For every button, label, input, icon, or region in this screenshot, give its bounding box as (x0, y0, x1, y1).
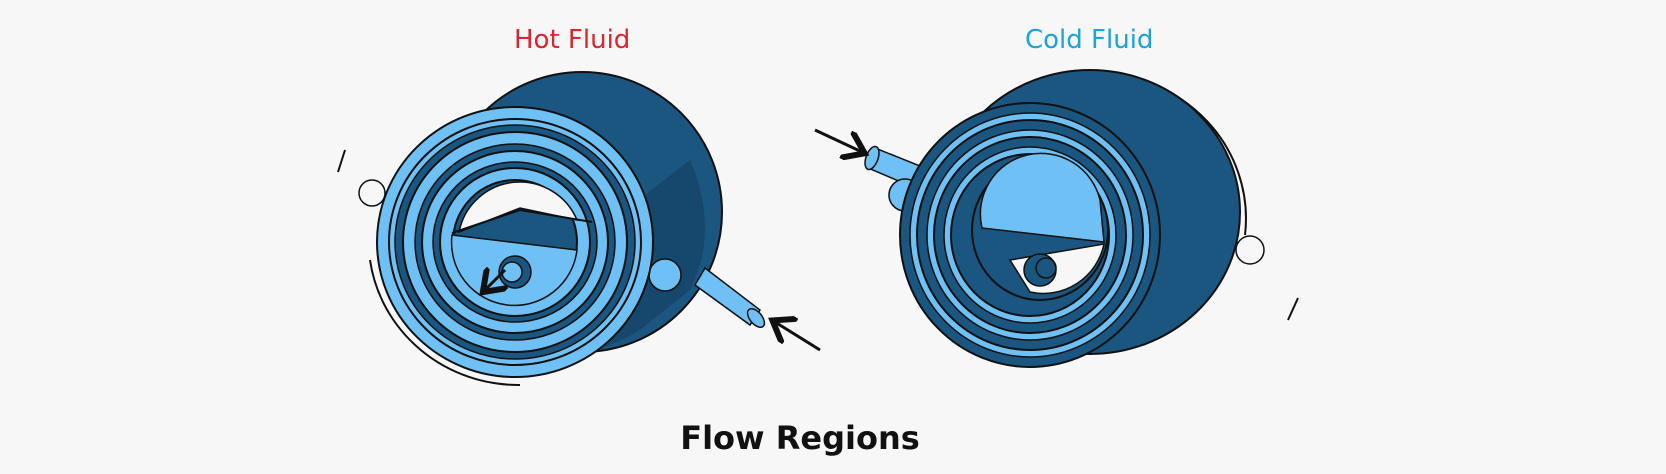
hot-outline-arc (369, 259, 521, 387)
cold-loop-right (1235, 235, 1265, 265)
hot-fluid-label: Hot Fluid (514, 25, 631, 55)
hot-fluid-heat-exchanger (337, 71, 821, 387)
cold-fluid-heat-exchanger (814, 69, 1299, 368)
hot-inlet-arrow (775, 322, 821, 352)
diagram-caption: Flow Regions (680, 419, 920, 457)
hot-side-mark (337, 149, 346, 173)
cold-spiral-coil (899, 102, 1161, 368)
hot-outlet-nozzle (648, 258, 766, 329)
cold-side-mark (1287, 297, 1299, 321)
hot-inner-arrow (485, 270, 505, 290)
hot-loop-left (358, 179, 386, 207)
cold-inlet-arrow (814, 128, 862, 152)
cold-fluid-label: Cold Fluid (1025, 25, 1154, 55)
hot-spiral-coil (376, 106, 654, 378)
